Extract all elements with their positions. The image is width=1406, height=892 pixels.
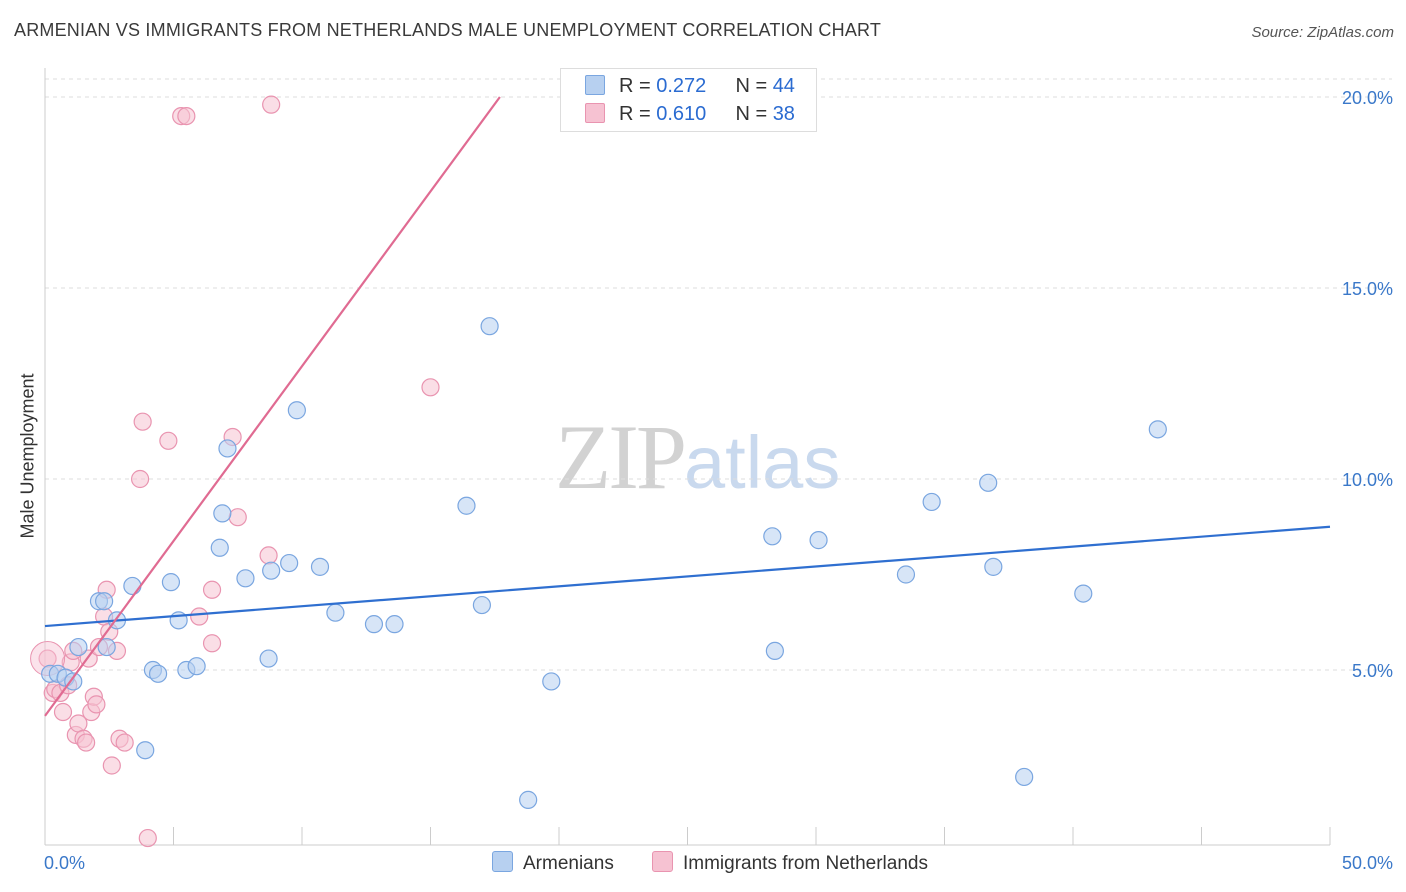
y-tick-label: 5.0% [1352,661,1393,681]
netherlands-point[interactable] [202,634,222,653]
trend-lines [44,96,1331,717]
stats-r-label: R = [619,75,657,97]
axes [44,68,1331,846]
armenians-point[interactable] [385,615,404,634]
stats-r-label: R = [619,103,657,125]
armenians-point[interactable] [326,603,345,622]
armenians-point[interactable] [95,592,114,611]
netherlands-point[interactable] [177,106,196,126]
stats-row-armenians: R = 0.272 N = 44 [585,73,795,99]
netherlands-trend-line [44,96,501,717]
legend-label-netherlands: Immigrants from Netherlands [683,853,928,874]
armenians-point[interactable] [161,573,181,592]
armenians-point[interactable] [310,557,330,576]
armenians-point[interactable] [542,672,561,691]
y-tick-label: 15.0% [1342,279,1393,299]
netherlands-point[interactable] [53,702,73,722]
netherlands-point[interactable] [133,412,152,431]
armenians-point[interactable] [480,317,499,336]
armenians-point[interactable] [213,504,232,523]
legend-swatch-armenians [492,851,513,872]
stats-n-label: N = [735,75,773,97]
armenians-point[interactable] [210,538,229,557]
legend-item-netherlands[interactable]: Immigrants from Netherlands [652,851,928,877]
armenians-point[interactable] [287,401,306,420]
armenians-point[interactable] [1015,767,1034,787]
netherlands-point[interactable] [259,546,278,565]
armenians-point[interactable] [1074,584,1093,603]
legend-label-armenians: Armenians [523,853,614,874]
armenians-trend-line [44,525,1331,628]
armenians-point[interactable] [765,641,784,661]
armenians-point[interactable] [136,741,155,760]
netherlands-point[interactable] [77,733,96,752]
armenians-point[interactable] [64,672,83,691]
tick-labels: 5.0% 10.0% 15.0% 20.0% 0.0% 50.0% [44,88,1393,873]
legend-swatch-netherlands [652,851,673,872]
netherlands-point[interactable] [138,828,157,848]
netherlands-point[interactable] [102,756,121,775]
netherlands-point[interactable] [228,508,247,527]
chart-title: ARMENIAN VS IMMIGRANTS FROM NETHERLANDS … [14,20,882,40]
armenians-point[interactable] [259,649,278,668]
armenians-point[interactable] [280,553,299,573]
armenians-point[interactable] [763,527,782,546]
armenians-point[interactable] [218,439,237,458]
x-tick-label-min: 0.0% [44,853,85,873]
armenians-point[interactable] [69,637,88,657]
netherlands-point[interactable] [130,469,150,489]
armenians-point[interactable] [809,531,828,550]
armenians-point[interactable] [1148,420,1167,439]
netherlands-point[interactable] [262,95,281,114]
stats-swatch-netherlands [585,103,605,123]
series-armenians-points [41,317,1167,809]
series-netherlands-points [30,95,440,848]
stats-n-label: N = [735,103,773,125]
netherlands-point[interactable] [202,580,222,599]
legend-item-armenians[interactable]: Armenians [492,851,614,877]
netherlands-point[interactable] [190,607,209,626]
armenians-point[interactable] [457,496,476,515]
armenians-point[interactable] [922,492,941,512]
armenians-point[interactable] [519,790,538,809]
stats-n-value-netherlands: 38 [772,103,795,125]
netherlands-point[interactable] [421,378,440,397]
armenians-point[interactable] [97,637,116,657]
armenians-point[interactable] [262,561,281,580]
stats-n-value-armenians: 44 [772,75,795,97]
stats-box: R = 0.272 N = 44 R = 0.610 N = 38 [560,68,817,132]
armenians-point[interactable] [896,565,916,584]
netherlands-point[interactable] [115,733,134,752]
stats-swatch-armenians [585,75,605,95]
source-credit: Source: ZipAtlas.com [1251,24,1394,41]
armenians-point[interactable] [364,615,384,634]
armenians-point[interactable] [979,473,998,492]
y-tick-label: 20.0% [1342,88,1393,108]
y-tick-label: 10.0% [1342,470,1393,490]
armenians-point[interactable] [148,664,168,683]
x-tick-label-max: 50.0% [1342,853,1393,873]
stats-r-value-armenians: 0.272 [656,75,707,97]
armenians-point[interactable] [984,557,1003,576]
stats-row-netherlands: R = 0.610 N = 38 [585,101,795,127]
armenians-point[interactable] [236,569,255,588]
armenians-point[interactable] [187,657,206,676]
stats-r-value-netherlands: 0.610 [656,103,707,125]
netherlands-point[interactable] [87,695,106,714]
armenians-point[interactable] [472,595,491,615]
netherlands-point[interactable] [159,431,178,450]
armenians-point[interactable] [123,576,142,596]
